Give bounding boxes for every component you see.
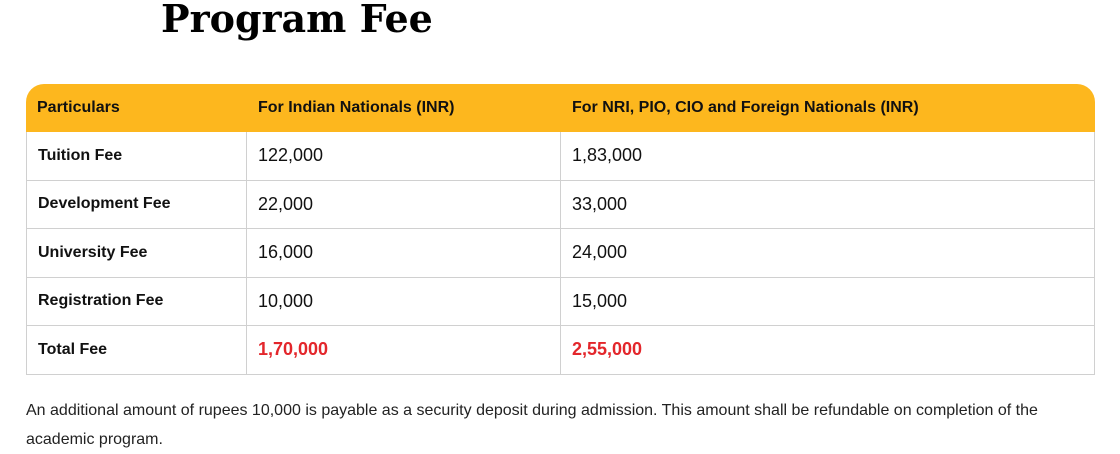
row-label: University Fee	[26, 229, 247, 278]
foreign-total-fee: 2,55,000	[561, 326, 1095, 375]
page-title: Program Fee	[161, 0, 433, 41]
fee-table: Particulars For Indian Nationals (INR) F…	[26, 84, 1095, 375]
indian-total-fee: 1,70,000	[247, 326, 561, 375]
foreign-fee: 24,000	[561, 229, 1095, 278]
table-row: Development Fee 22,000 33,000	[26, 180, 1095, 229]
foreign-fee: 1,83,000	[561, 132, 1095, 181]
row-label: Tuition Fee	[26, 132, 247, 181]
indian-fee: 10,000	[247, 277, 561, 326]
indian-fee: 16,000	[247, 229, 561, 278]
row-label: Development Fee	[26, 180, 247, 229]
table-row: Registration Fee 10,000 15,000	[26, 277, 1095, 326]
header-foreign-nationals: For NRI, PIO, CIO and Foreign Nationals …	[561, 84, 1095, 132]
indian-fee: 122,000	[247, 132, 561, 181]
row-label: Total Fee	[26, 326, 247, 375]
total-row: Total Fee 1,70,000 2,55,000	[26, 326, 1095, 375]
row-label: Registration Fee	[26, 277, 247, 326]
foreign-fee: 15,000	[561, 277, 1095, 326]
header-particulars: Particulars	[26, 84, 247, 132]
table-row: University Fee 16,000 24,000	[26, 229, 1095, 278]
header-indian-nationals: For Indian Nationals (INR)	[247, 84, 561, 132]
table-row: Tuition Fee 122,000 1,83,000	[26, 132, 1095, 181]
indian-fee: 22,000	[247, 180, 561, 229]
table-header-row: Particulars For Indian Nationals (INR) F…	[26, 84, 1095, 132]
security-deposit-note: An additional amount of rupees 10,000 is…	[26, 402, 1038, 448]
foreign-fee: 33,000	[561, 180, 1095, 229]
